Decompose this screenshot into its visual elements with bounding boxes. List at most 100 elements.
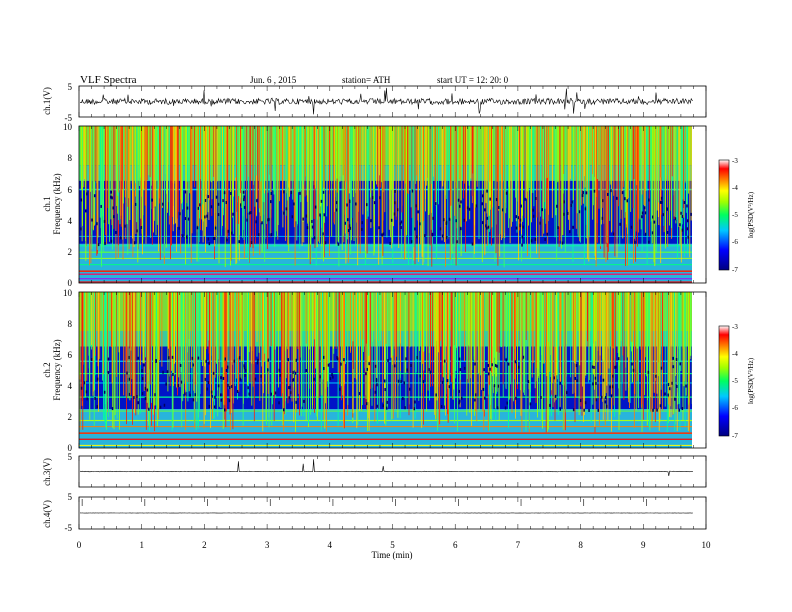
narrowband-line <box>79 426 692 428</box>
sferic-streak <box>137 126 139 210</box>
sferic-streak <box>324 292 326 429</box>
ch3-waveform-ylabel: ch.3(V) <box>42 458 52 486</box>
sferic-streak <box>266 126 268 250</box>
dark-patch <box>674 217 677 221</box>
sferic-streak <box>625 292 627 391</box>
sferic-streak <box>162 126 163 208</box>
sferic-streak <box>148 292 150 426</box>
sferic-streak <box>242 292 243 340</box>
sferic-streak <box>304 126 306 197</box>
sferic-streak <box>89 126 90 266</box>
sferic-streak <box>79 292 81 376</box>
sferic-streak <box>293 126 295 228</box>
sferic-streak <box>365 126 366 251</box>
sferic-streak <box>520 292 522 416</box>
sferic-streak <box>449 126 451 261</box>
sferic-streak <box>465 126 466 252</box>
dark-patch <box>486 189 488 193</box>
dark-patch <box>182 234 184 238</box>
sferic-streak <box>310 126 312 262</box>
dark-patch <box>323 366 325 370</box>
dark-patch <box>186 235 188 239</box>
sferic-streak <box>133 126 135 192</box>
sferic-streak <box>479 292 481 397</box>
sferic-streak <box>223 292 225 405</box>
dark-patch <box>210 390 213 394</box>
sferic-streak <box>490 126 491 181</box>
sferic-streak <box>524 292 525 396</box>
dark-patch <box>419 222 421 226</box>
dark-patch <box>474 362 476 366</box>
xtick-label-1: 1 <box>139 540 144 550</box>
sferic-streak <box>226 292 227 412</box>
dark-patch <box>243 364 245 368</box>
time-axis-labels: 0 1 2 3 4 5 6 7 8 9 10 Time (min) <box>77 540 711 560</box>
sferic-streak <box>308 292 309 373</box>
dark-patch <box>172 373 174 377</box>
dark-patch <box>336 201 338 205</box>
ch3-waveform-line <box>79 459 693 476</box>
dark-patch <box>177 384 180 388</box>
sferic-streak <box>445 126 447 196</box>
sferic-streak <box>149 126 151 178</box>
dark-patch <box>162 370 164 374</box>
sferic-streak <box>188 292 190 392</box>
sferic-streak <box>140 292 141 365</box>
dark-patch <box>570 203 572 207</box>
dark-patch <box>496 364 498 368</box>
sferic-streak <box>420 126 422 252</box>
sferic-streak <box>100 126 102 264</box>
sferic-streak <box>678 126 680 227</box>
sferic-streak <box>544 126 545 202</box>
dark-patch <box>240 203 242 207</box>
dark-patch <box>522 225 524 229</box>
dark-patch <box>442 218 445 222</box>
dark-patch <box>459 368 462 372</box>
ch4-waveform-ylabel: ch.4(V) <box>42 500 52 528</box>
sferic-streak <box>213 292 215 347</box>
dark-patch <box>83 381 86 385</box>
ch1-cbar-tick--7: -7 <box>732 266 738 274</box>
dark-patch <box>270 392 272 396</box>
sferic-streak <box>132 126 134 257</box>
dark-patch <box>566 211 569 215</box>
sferic-streak <box>210 292 212 356</box>
sferic-streak <box>345 126 347 264</box>
dark-patch <box>233 359 236 363</box>
sferic-streak <box>491 126 492 246</box>
sferic-streak <box>153 126 155 209</box>
sferic-streak <box>418 292 420 401</box>
sferic-streak <box>382 292 384 403</box>
sferic-streak <box>177 126 179 212</box>
sferic-streak <box>318 126 319 242</box>
sferic-streak <box>428 126 430 215</box>
sferic-streak <box>532 292 534 363</box>
dark-patch <box>630 225 633 229</box>
sferic-streak <box>405 126 407 259</box>
sferic-streak <box>438 292 440 425</box>
dark-patch <box>669 387 671 391</box>
sferic-streak <box>277 126 279 225</box>
sferic-streak <box>400 292 401 371</box>
sferic-streak <box>498 126 499 211</box>
dark-patch <box>236 390 239 394</box>
sferic-streak <box>392 126 394 264</box>
sferic-streak <box>689 292 691 360</box>
sferic-streak <box>325 292 327 404</box>
sferic-streak <box>692 126 693 254</box>
dark-patch <box>374 390 377 394</box>
dark-patch <box>592 382 594 386</box>
sferic-streak <box>584 126 586 188</box>
dark-patch <box>416 355 418 359</box>
dark-patch <box>655 374 657 378</box>
dark-patch <box>329 377 332 381</box>
dark-patch <box>163 403 166 407</box>
dark-patch <box>349 200 351 204</box>
sferic-streak <box>583 126 585 265</box>
dark-patch <box>375 379 378 383</box>
dark-patch <box>371 196 374 200</box>
sferic-streak <box>547 126 549 222</box>
dark-patch <box>358 392 361 396</box>
dark-patch <box>128 355 130 359</box>
xtick-label-3: 3 <box>265 540 270 550</box>
